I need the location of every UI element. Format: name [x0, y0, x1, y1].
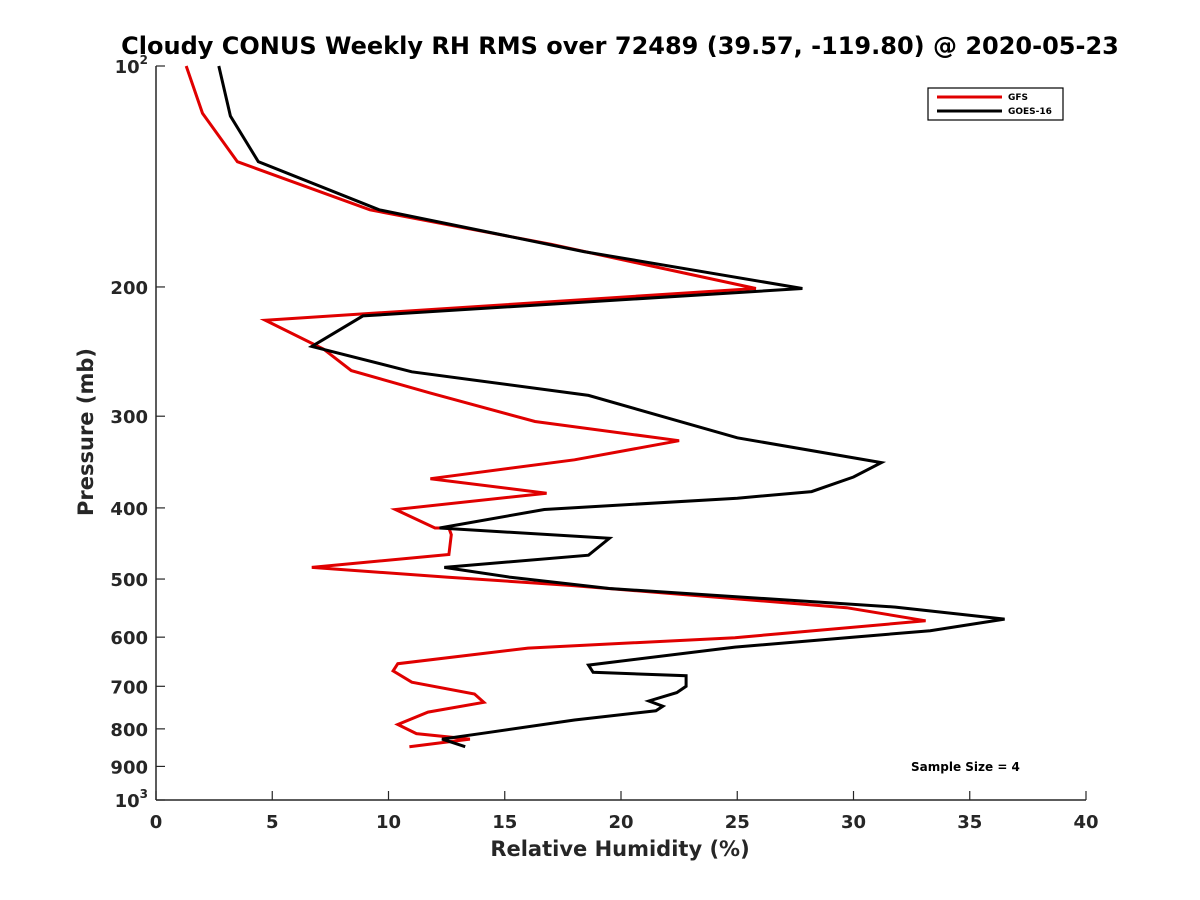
- y-tick-label: 700: [110, 677, 148, 698]
- y-tick-base: 800: [110, 720, 148, 741]
- y-tick-base: 500: [110, 570, 148, 591]
- x-tick-label: 0: [150, 812, 163, 833]
- x-tick-label: 20: [608, 812, 633, 833]
- y-tick-exponent: 3: [140, 787, 148, 801]
- legend-box: [927, 87, 1064, 121]
- y-tick-base: 300: [110, 407, 148, 428]
- y-tick-label: 102: [115, 53, 148, 78]
- series-line-goes16: [217, 65, 1005, 749]
- x-axis-label: Relative Humidity (%): [490, 837, 749, 861]
- y-tick-label: 500: [110, 570, 148, 591]
- y-axis-label: Pressure (mb): [74, 348, 98, 516]
- x-tick-label: 15: [492, 812, 517, 833]
- legend: GFS GOES-16: [927, 87, 1064, 121]
- y-tick-base: 400: [110, 499, 148, 520]
- y-tick-label: 900: [110, 757, 148, 778]
- x-tick-label: 25: [725, 812, 750, 833]
- y-tick-base: 10: [115, 791, 140, 812]
- y-tick-base: 200: [110, 278, 148, 299]
- x-tick-label: 35: [957, 812, 982, 833]
- x-tick-label: 10: [376, 812, 401, 833]
- legend-label-gfs: GFS: [1008, 93, 1028, 103]
- y-tick-label: 600: [110, 628, 148, 649]
- chart-title: Cloudy CONUS Weekly RH RMS over 72489 (3…: [121, 32, 1119, 60]
- y-tick-label: 300: [110, 407, 148, 428]
- y-tick-base: 900: [110, 757, 148, 778]
- series-line-gfs: [184, 65, 926, 749]
- sample-size-annotation: Sample Size = 4: [911, 760, 1020, 774]
- x-tick-label: 40: [1073, 812, 1098, 833]
- y-tick-label: 800: [110, 720, 148, 741]
- plot-axes: 0 5 10 15 20 25 30 35 40102200300400500600700800…: [110, 53, 1098, 833]
- y-tick-base: 10: [115, 57, 140, 78]
- y-tick-exponent: 2: [140, 53, 148, 67]
- x-tick-label: 5: [266, 812, 279, 833]
- legend-label-goes16: GOES-16: [1008, 107, 1052, 117]
- y-tick-label: 400: [110, 499, 148, 520]
- y-tick-base: 600: [110, 628, 148, 649]
- y-tick-label: 200: [110, 278, 148, 299]
- y-tick-label: 103: [115, 787, 148, 812]
- series-layer: [184, 65, 1005, 749]
- x-tick-label: 30: [841, 812, 866, 833]
- y-tick-base: 700: [110, 677, 148, 698]
